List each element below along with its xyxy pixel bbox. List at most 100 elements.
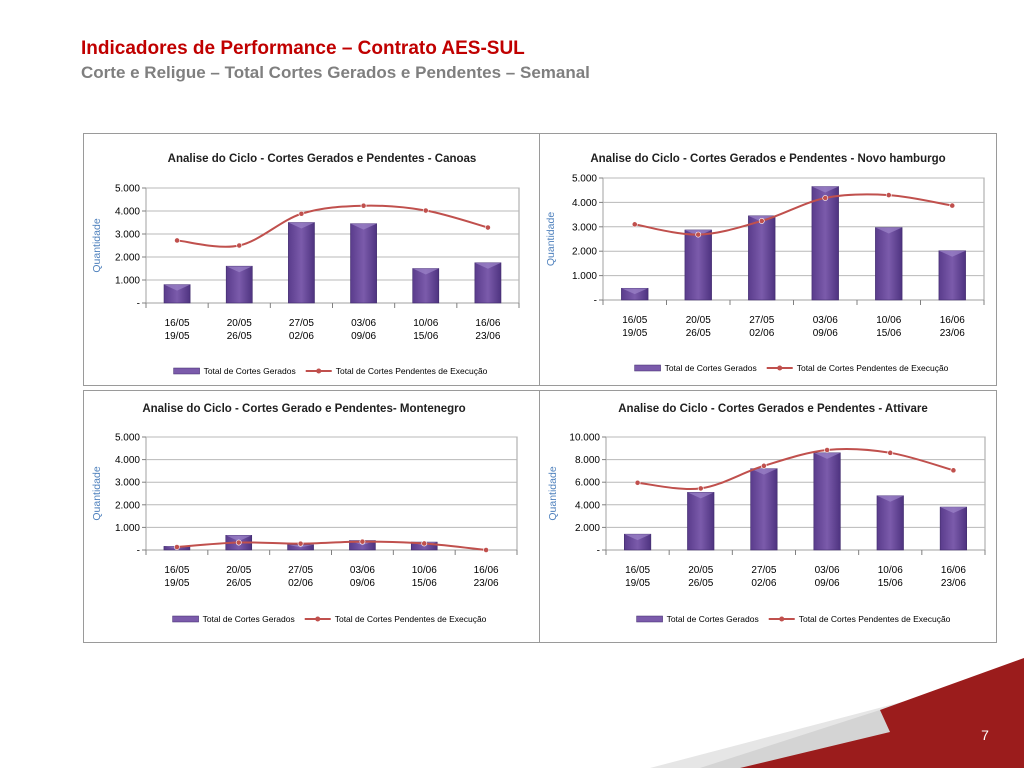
bar-bevel <box>811 186 839 193</box>
bar-bevel <box>350 223 377 230</box>
line-point <box>483 547 489 553</box>
line-point <box>824 447 830 453</box>
bar <box>225 265 253 304</box>
pending-line <box>176 204 489 248</box>
x-tick-label: 26/05 <box>226 578 251 589</box>
footer-decoration <box>650 658 1024 768</box>
x-tick-label: 02/06 <box>751 578 776 589</box>
footer-red-band <box>740 658 1024 768</box>
x-tick-label: 09/06 <box>351 331 376 342</box>
bar <box>811 186 839 301</box>
line-point <box>822 195 829 201</box>
bar-bevel <box>940 507 967 514</box>
chart-legend: Total de Cortes Gerados Total de Cortes P… <box>173 366 488 376</box>
bar-bevel <box>624 534 651 541</box>
x-tick-label: 09/06 <box>815 578 840 589</box>
x-tick-label: 19/05 <box>625 578 650 589</box>
legend-swatch-bars <box>172 615 199 623</box>
chart-title: Analise do Ciclo - Cortes Gerados e Pend… <box>168 153 477 165</box>
x-tick-label: 10/06 <box>878 565 903 576</box>
bar-bevel <box>875 227 903 234</box>
legend-label-line: Total de Cortes Pendentes de Execução <box>335 614 487 624</box>
legend-label-bars: Total de Cortes Gerados <box>665 363 757 373</box>
legend-label-line: Total de Cortes Pendentes de Execução <box>336 366 488 376</box>
slide-subtitle: Corte e Religue – Total Cortes Gerados e… <box>81 63 590 82</box>
y-axis-label: Quantidade <box>545 212 557 266</box>
x-tick-label: 15/06 <box>412 578 437 589</box>
bar-bevel <box>288 222 315 229</box>
x-tick-label: 03/06 <box>350 565 375 576</box>
bar-bevel <box>687 492 715 499</box>
plot-area <box>602 177 985 301</box>
y-tick-label: - <box>594 296 597 307</box>
y-tick-label: 4.000 <box>575 500 600 511</box>
chart-legend: Total de Cortes Gerados Total de Cortes P… <box>172 614 487 624</box>
x-tick-label: 16/06 <box>940 315 965 326</box>
bar <box>350 223 377 304</box>
bar-bevel <box>876 495 904 502</box>
y-tick-label: 8.000 <box>575 455 600 466</box>
slide-title: Indicadores de Performance – Contrato AE… <box>81 38 525 59</box>
chart-title: Analise do Ciclo - Cortes Gerados e Pend… <box>618 403 928 415</box>
x-tick-label: 27/05 <box>749 315 774 326</box>
x-tick-label: 03/06 <box>815 565 840 576</box>
y-tick-label: 4.000 <box>115 207 140 218</box>
x-tick-label: 20/05 <box>227 318 252 329</box>
x-tick-label: 20/05 <box>226 565 251 576</box>
x-tick-label: 10/06 <box>876 315 901 326</box>
bar <box>748 215 776 301</box>
x-tick-label: 16/06 <box>474 565 499 576</box>
legend-swatch-bars <box>636 615 663 623</box>
y-tick-label: 2.000 <box>115 253 140 264</box>
x-tick-label: 20/05 <box>686 315 711 326</box>
line-point <box>298 210 305 217</box>
line-point <box>887 449 894 456</box>
page-number: 7 <box>981 727 989 743</box>
plot-area <box>605 436 986 551</box>
x-tick-label: 23/06 <box>474 578 499 589</box>
legend-label-bars: Total de Cortes Gerados <box>203 614 295 624</box>
legend-label-line: Total de Cortes Pendentes de Execução <box>797 363 949 373</box>
plot-area <box>145 436 518 551</box>
x-tick-label: 16/05 <box>164 565 189 576</box>
y-axis-label: Quantidade <box>91 218 103 272</box>
x-tick-label: 23/06 <box>940 328 965 339</box>
y-tick-label: 10.000 <box>569 433 600 444</box>
line-point <box>174 237 180 244</box>
line-point <box>422 207 429 214</box>
x-tick-label: 15/06 <box>878 578 903 589</box>
legend-label-line: Total de Cortes Pendentes de Execução <box>799 614 951 624</box>
y-tick-label: 5.000 <box>115 433 140 444</box>
x-tick-label: 27/05 <box>751 565 776 576</box>
y-tick-label: 3.000 <box>115 478 140 489</box>
y-tick-label: - <box>137 299 140 310</box>
y-tick-label: 5.000 <box>115 184 140 195</box>
bar <box>687 492 715 551</box>
chart-montenegro: Analise do Ciclo - Cortes Gerado e Pende… <box>83 390 541 643</box>
x-tick-label: 26/05 <box>686 328 711 339</box>
bar <box>939 506 967 551</box>
x-tick-label: 19/05 <box>164 578 189 589</box>
bar-bevel <box>621 288 649 295</box>
line-point <box>360 202 367 209</box>
chart-novo-hamburgo-svg: Analise do Ciclo - Cortes Gerados e Pend… <box>545 153 985 373</box>
x-tick-label: 03/06 <box>813 315 838 326</box>
chart-legend: Total de Cortes Gerados Total de Cortes P… <box>636 614 951 624</box>
x-tick-label: 26/05 <box>688 578 713 589</box>
x-tick-label: 03/06 <box>351 318 376 329</box>
legend-swatch-marker <box>779 616 785 622</box>
x-tick-label: 16/05 <box>165 318 190 329</box>
y-tick-label: 3.000 <box>572 222 597 233</box>
x-tick-label: 19/05 <box>622 328 647 339</box>
bar <box>813 452 841 551</box>
line-point <box>949 202 956 209</box>
line-point <box>885 192 892 198</box>
line-point <box>236 242 243 249</box>
bar-bevel <box>474 262 501 269</box>
bar-bevel <box>412 268 439 275</box>
y-tick-label: 1.000 <box>115 276 140 287</box>
x-tick-label: 09/06 <box>350 578 375 589</box>
y-tick-label: 1.000 <box>572 271 597 282</box>
x-tick-label: 02/06 <box>749 328 774 339</box>
y-tick-label: 3.000 <box>115 230 140 241</box>
